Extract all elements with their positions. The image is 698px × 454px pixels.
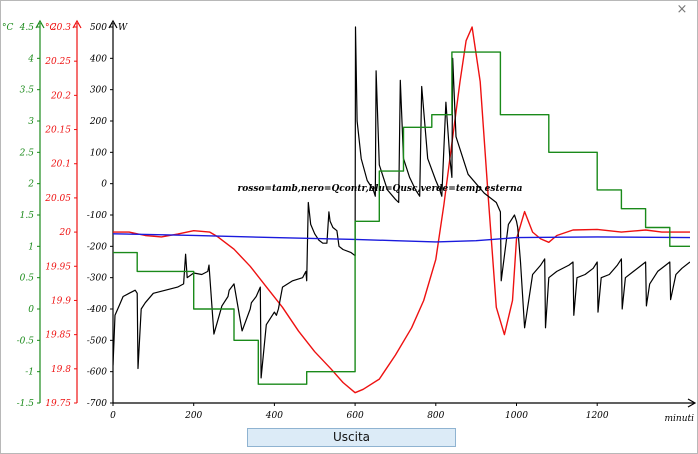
right-axis-unit: W	[118, 23, 128, 33]
green-axis-arrow	[35, 19, 45, 29]
x-tick-label: 1200	[586, 411, 609, 421]
close-icon[interactable]: ×	[676, 2, 688, 17]
red-tick-label: 19.8	[51, 365, 71, 375]
green-tick-label: -1.5	[17, 399, 35, 409]
right-tick-label: -600	[87, 368, 107, 378]
x-tick-label: 200	[184, 411, 202, 421]
green-tick-label: -1	[25, 368, 34, 378]
right-tick-label: 0	[101, 180, 107, 190]
x-tick-label: 400	[265, 411, 283, 421]
green-tick-label: 0.5	[20, 274, 35, 284]
green-tick-label: 1.5	[20, 211, 35, 221]
green-tick-label: 2	[27, 180, 34, 190]
red-tick-label: 20.3	[50, 23, 71, 33]
series-line-tamb	[113, 26, 690, 394]
green-axis-unit: °C	[2, 23, 14, 33]
series-line-qcontr	[113, 26, 690, 379]
series-group	[113, 26, 690, 394]
red-tick-label: 19.85	[45, 331, 71, 341]
right-tick-label: -100	[87, 211, 107, 221]
green-tick-label: 0	[28, 305, 34, 315]
right-tick-label: 200	[89, 117, 107, 127]
right-tick-label: -200	[87, 242, 107, 252]
x-tick-label: 600	[347, 411, 364, 421]
red-tick-label: 19.95	[45, 262, 71, 272]
green-tick-label: 4.5	[19, 23, 35, 33]
right-tick-label: -700	[87, 399, 107, 409]
red-tick-label: 20.25	[44, 57, 71, 67]
red-axis-unit: °C	[45, 23, 57, 33]
right-axis-arrow	[108, 19, 118, 29]
red-tick-label: 19.75	[45, 399, 71, 409]
right-tick-label: 500	[90, 23, 107, 33]
x-axis-arrow	[687, 398, 697, 408]
red-tick-label: 20.1	[50, 160, 71, 170]
red-tick-label: 19.9	[51, 296, 71, 306]
green-tick-label: -0.5	[17, 336, 35, 346]
x-tick-label: 1000	[505, 411, 528, 421]
x-tick-label: 800	[427, 411, 444, 421]
green-tick-label: 1	[28, 242, 34, 252]
green-tick-label: 3.5	[20, 86, 35, 96]
right-tick-label: 300	[90, 86, 107, 96]
green-axis: 4.5 4 3.5 3 2.5 2 1.5 1 0.5 0 -0.5 -1 -1.5	[17, 19, 45, 409]
right-tick-label: 100	[90, 148, 107, 158]
right-tick-label: -300	[87, 274, 107, 284]
red-tick-label: 20.05	[44, 194, 71, 204]
red-tick-label: 20.15	[44, 126, 71, 136]
red-axis-arrow	[72, 19, 82, 29]
series-line-temp-esterna	[113, 51, 690, 385]
red-tick-label: 20.2	[50, 91, 71, 101]
x-axis: 0 200 400 600 800 1000 1200 minuti	[110, 398, 697, 424]
right-axis: 500 400 300 200 100 0 -100 -200 -300 -400 -500 -600…	[87, 19, 118, 409]
green-tick-label: 3	[28, 117, 34, 127]
x-axis-label: minuti	[664, 414, 694, 424]
series-annotation: rosso=tamb,nero=Qcontr,blu=Qusc,verde=te…	[238, 184, 523, 194]
red-tick-label: 20	[59, 228, 72, 238]
series-line-qusc	[113, 233, 690, 243]
right-tick-label: -500	[87, 336, 107, 346]
green-tick-label: 2.5	[19, 148, 35, 158]
exit-button[interactable]: Uscita	[247, 428, 456, 447]
right-tick-label: -400	[87, 305, 107, 315]
green-tick-label: 4	[27, 54, 34, 64]
x-tick-label: 0	[110, 411, 116, 421]
red-axis: 20.3 20.25 20.2 20.15 20.1 20.05 20 19.95 19.9 19…	[44, 19, 82, 409]
right-tick-label: 400	[89, 54, 107, 64]
